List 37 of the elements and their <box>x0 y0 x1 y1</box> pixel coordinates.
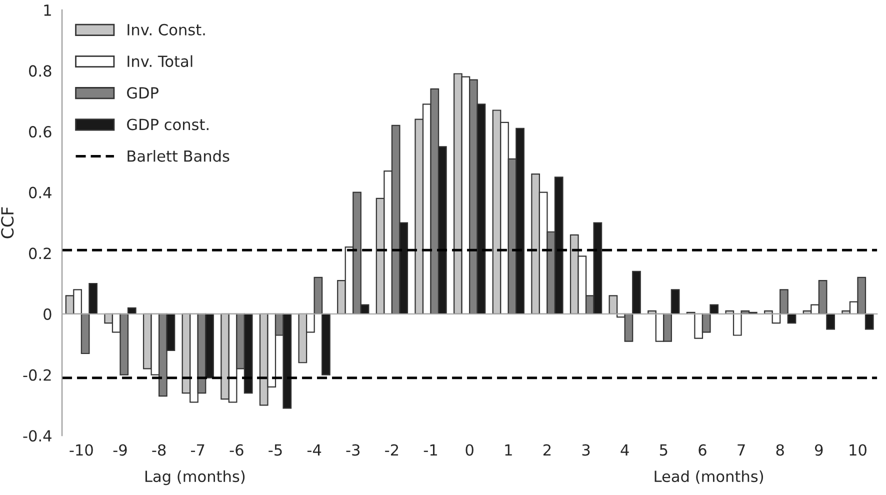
legend-label: Barlett Bands <box>128 150 230 162</box>
x-tick-label: -7 <box>191 444 204 456</box>
y-tick-label: 0 <box>44 308 52 320</box>
text: Lead (months) <box>654 470 763 484</box>
legend-label: GDP <box>127 87 158 99</box>
x-tick-label: 10 <box>850 444 866 456</box>
x-tick-label: 9 <box>815 444 823 456</box>
x-tick-label: 5 <box>660 444 668 456</box>
x-tick-label: -1 <box>424 444 437 456</box>
y-tick-label: -0.4 <box>23 430 52 442</box>
legend-label: Inv. Total <box>128 55 192 68</box>
y-tick-label: 0.4 <box>29 186 52 198</box>
text: Lag (months) <box>145 470 245 486</box>
y-tick-label: -0.2 <box>23 369 51 381</box>
x-tick-label: 0 <box>466 444 474 456</box>
x-tick-label: -4 <box>307 444 322 456</box>
x-tick-label: -6 <box>230 444 244 456</box>
x-tick-label: 2 <box>543 444 551 456</box>
legend-label: GDP const. <box>127 118 208 130</box>
y-tick-label: 0.2 <box>29 248 51 260</box>
x-tick-label: 8 <box>776 444 784 456</box>
x-tick-label: 4 <box>620 444 629 456</box>
y-tick-label: 0.6 <box>29 126 52 138</box>
x-tick-label: -10 <box>70 444 93 456</box>
x-tick-label: -2 <box>385 444 398 456</box>
x-tick-label: 1 <box>505 444 512 456</box>
x-tick-label: -8 <box>152 444 166 456</box>
legend-label: Inv. Const. <box>128 24 205 36</box>
y-axis-title: CCF <box>1 207 14 238</box>
x-tick-label: -9 <box>113 444 127 456</box>
x-tick-label: -3 <box>346 444 360 456</box>
y-tick-label: 0.8 <box>29 65 52 77</box>
x-tick-label: -5 <box>268 444 282 456</box>
x-tick-label: 3 <box>582 444 590 456</box>
x-tick-label: 7 <box>738 444 745 456</box>
y-tick-label: 1 <box>44 4 51 16</box>
x-tick-label: 6 <box>698 444 706 456</box>
